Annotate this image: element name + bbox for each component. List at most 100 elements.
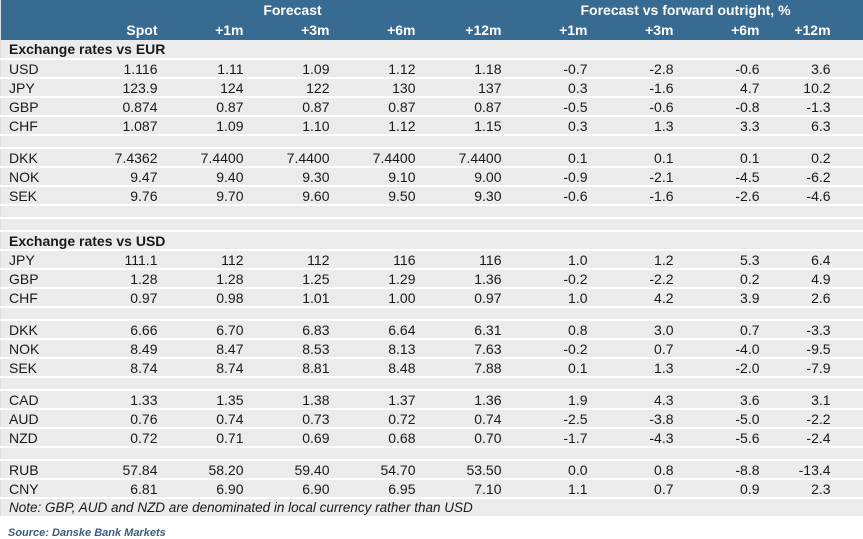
value-cell: 1.37	[335, 390, 422, 410]
value-cell: 1.0	[507, 288, 594, 308]
spacer-cell	[0, 135, 863, 149]
value-cell: 8.49	[77, 339, 164, 359]
value-cell: 0.2	[765, 148, 863, 168]
spacer-row	[0, 205, 863, 219]
value-cell: 9.40	[163, 167, 250, 187]
table-row: GBP 0.874 0.87 0.87 0.87 0.87 -0.5 -0.6 -0.8 -1.3	[0, 97, 863, 117]
value-cell: -4.6	[765, 186, 863, 206]
value-cell: 130	[335, 78, 422, 98]
value-cell: -2.2	[765, 409, 863, 429]
value-cell: 116	[335, 250, 422, 270]
section-title: Exchange rates vs USD	[0, 231, 863, 251]
value-cell: -0.7	[507, 59, 594, 79]
value-cell: -5.0	[679, 409, 766, 429]
value-cell: 6.31	[421, 320, 508, 340]
value-cell: 9.50	[335, 186, 422, 206]
section-header-row: Exchange rates vs USD	[0, 231, 863, 251]
value-cell: -4.0	[679, 339, 766, 359]
value-cell: 6.83	[249, 320, 336, 340]
table-header: Forecast Forecast vs forward outright, %…	[0, 0, 863, 40]
column-header-3m: +3m	[249, 20, 336, 40]
spacer-row	[0, 307, 863, 321]
column-header-3m: +3m	[593, 20, 680, 40]
value-cell: -7.9	[765, 358, 863, 378]
value-cell: 4.9	[765, 269, 863, 289]
value-cell: 1.18	[421, 59, 508, 79]
value-cell: 112	[163, 250, 250, 270]
value-cell: 1.087	[77, 116, 164, 136]
value-cell: 2.3	[765, 479, 863, 499]
value-cell: -9.5	[765, 339, 863, 359]
spacer-row	[0, 447, 863, 461]
value-cell: 0.69	[249, 428, 336, 448]
value-cell: 8.48	[335, 358, 422, 378]
value-cell: 6.3	[765, 116, 863, 136]
value-cell: 3.6	[679, 390, 766, 410]
value-cell: 6.95	[335, 479, 422, 499]
column-header-12m: +12m	[765, 20, 863, 40]
spacer-cell	[0, 307, 863, 321]
value-cell: 8.53	[249, 339, 336, 359]
value-cell: 10.2	[765, 78, 863, 98]
forecast-vs-forward-group-header: Forecast vs forward outright, %	[507, 0, 863, 20]
value-cell: 1.15	[421, 116, 508, 136]
value-cell: 57.84	[77, 460, 164, 480]
currency-label: CHF	[0, 288, 78, 308]
value-cell: 0.71	[163, 428, 250, 448]
value-cell: 0.1	[507, 358, 594, 378]
value-cell: 1.09	[249, 59, 336, 79]
value-cell: 6.90	[249, 479, 336, 499]
value-cell: 112	[249, 250, 336, 270]
value-cell: 0.70	[421, 428, 508, 448]
table-row: GBP 1.28 1.28 1.25 1.29 1.36 -0.2 -2.2 0.2 4.9	[0, 269, 863, 289]
currency-label: NOK	[0, 167, 78, 187]
table-row: JPY 111.1 112 112 116 116 1.0 1.2 5.3 6.4	[0, 250, 863, 270]
currency-label: USD	[0, 59, 78, 79]
spacer-cell	[0, 205, 863, 219]
value-cell: 0.1	[593, 148, 680, 168]
table-row: CHF 0.97 0.98 1.01 1.00 0.97 1.0 4.2 3.9 2.6	[0, 288, 863, 308]
value-cell: 8.74	[77, 358, 164, 378]
value-cell: 1.09	[163, 116, 250, 136]
value-cell: -0.2	[507, 269, 594, 289]
value-cell: 1.1	[507, 479, 594, 499]
value-cell: 9.47	[77, 167, 164, 187]
value-cell: 7.4400	[421, 148, 508, 168]
spacer-row	[0, 377, 863, 391]
value-cell: 123.9	[77, 78, 164, 98]
table-row: AUD 0.76 0.74 0.73 0.72 0.74 -2.5 -3.8 -5.0 -2.2	[0, 409, 863, 429]
forecast-group-header: Forecast	[77, 0, 508, 20]
value-cell: 116	[421, 250, 508, 270]
value-cell: 6.90	[163, 479, 250, 499]
value-cell: 3.3	[679, 116, 766, 136]
source-note: Source: Danske Bank Markets	[8, 527, 166, 539]
value-cell: 0.97	[421, 288, 508, 308]
value-cell: 9.76	[77, 186, 164, 206]
currency-label: SEK	[0, 186, 78, 206]
currency-label: GBP	[0, 269, 78, 289]
value-cell: 1.35	[163, 390, 250, 410]
value-cell: -2.4	[765, 428, 863, 448]
value-cell: -2.8	[593, 59, 680, 79]
value-cell: 54.70	[335, 460, 422, 480]
value-cell: 1.3	[593, 116, 680, 136]
value-cell: -2.5	[507, 409, 594, 429]
header-columns-row: Spot +1m +3m +6m +12m +1m +3m +6m +12m	[0, 20, 863, 40]
spacer-cell	[0, 218, 863, 232]
value-cell: 1.38	[249, 390, 336, 410]
table-row: NOK 9.47 9.40 9.30 9.10 9.00 -0.9 -2.1 -4.5 -6.2	[0, 167, 863, 187]
table-row: NOK 8.49 8.47 8.53 8.13 7.63 -0.2 0.7 -4.0 -9.5	[0, 339, 863, 359]
currency-label: SEK	[0, 358, 78, 378]
note-text: Note: GBP, AUD and NZD are denominated i…	[0, 498, 863, 518]
value-cell: 7.4400	[335, 148, 422, 168]
currency-label: GBP	[0, 97, 78, 117]
value-cell: 0.73	[249, 409, 336, 429]
value-cell: -0.6	[593, 97, 680, 117]
table-row: SEK 9.76 9.70 9.60 9.50 9.30 -0.6 -1.6 -2.6 -4.6	[0, 186, 863, 206]
value-cell: 137	[421, 78, 508, 98]
spacer-cell	[0, 377, 863, 391]
value-cell: 5.3	[679, 250, 766, 270]
value-cell: 0.87	[249, 97, 336, 117]
value-cell: -4.5	[679, 167, 766, 187]
